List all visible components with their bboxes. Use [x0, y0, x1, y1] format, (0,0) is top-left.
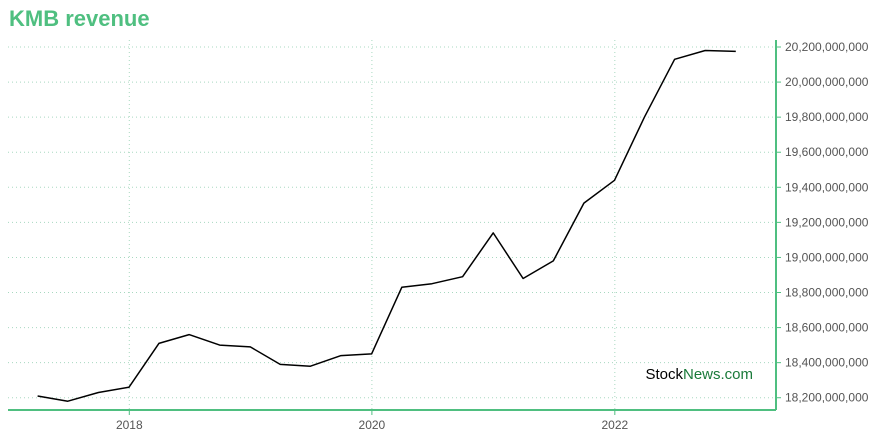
x-tick-label: 2022	[601, 418, 628, 432]
y-tick-label: 19,400,000,000	[785, 180, 869, 194]
y-tick-label: 18,200,000,000	[785, 391, 869, 405]
y-tick-label: 18,600,000,000	[785, 321, 869, 335]
watermark-part2: News.com	[683, 366, 753, 383]
axes	[8, 40, 781, 415]
watermark: StockNews.com	[645, 366, 753, 383]
y-tick-labels: 18,200,000,000 18,400,000,000 18,600,000,0…	[785, 40, 869, 405]
x-tick-label: 2020	[359, 418, 386, 432]
y-tick-label: 19,000,000,000	[785, 250, 869, 264]
y-tick-label: 18,400,000,000	[785, 356, 869, 370]
revenue-series-line	[37, 49, 736, 402]
y-tick-label: 18,800,000,000	[785, 286, 869, 300]
y-tick-label: 19,800,000,000	[785, 110, 869, 124]
y-tick-label: 20,000,000,000	[785, 75, 869, 89]
y-tick-label: 19,200,000,000	[785, 215, 869, 229]
x-tick-label: 2018	[116, 418, 143, 432]
x-tick-labels: 2018 2020 2022	[116, 418, 629, 432]
watermark-part1: Stock	[645, 366, 683, 383]
y-tick-label: 19,600,000,000	[785, 145, 869, 159]
grid-lines	[8, 40, 776, 410]
y-tick-label: 20,200,000,000	[785, 40, 869, 54]
chart-title: KMB revenue	[9, 6, 150, 31]
series-lines	[37, 49, 736, 402]
